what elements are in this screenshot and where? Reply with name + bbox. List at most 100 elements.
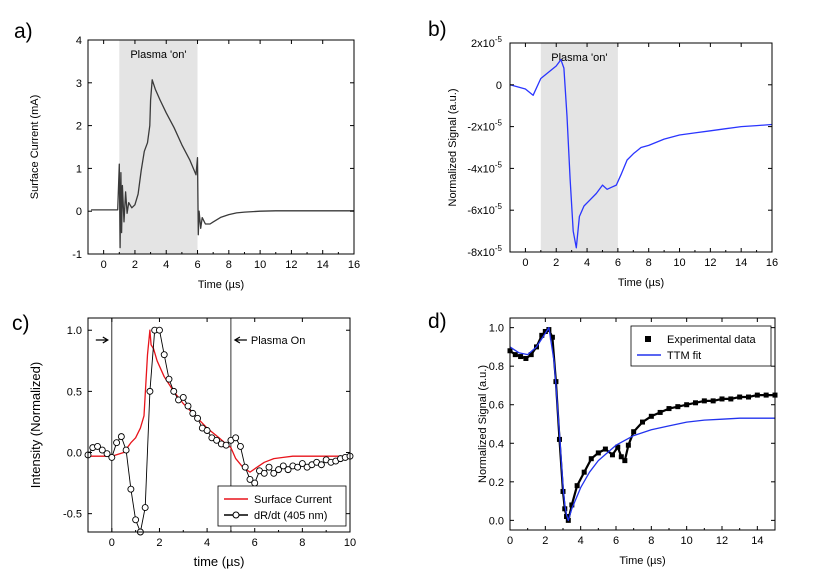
x-tick-label: 4 — [163, 259, 169, 271]
x-tick-label: 0 — [507, 535, 513, 547]
x-tick-label: 0 — [101, 259, 107, 271]
data-point — [523, 355, 529, 361]
x-tick-label: 16 — [766, 257, 778, 269]
x-axis-label: Time (µs) — [198, 279, 244, 291]
data-point — [179, 394, 187, 401]
y-tick-label: 0.2 — [489, 477, 504, 489]
x-axis-label: time (µs) — [194, 554, 245, 569]
data-point — [625, 442, 631, 448]
y-tick-label: 2 — [76, 121, 82, 133]
data-point — [701, 398, 707, 404]
plot-frame — [509, 317, 776, 531]
x-tick-label: 8 — [648, 535, 654, 547]
data-point — [160, 351, 168, 359]
data-point — [615, 444, 621, 450]
arrow-right-icon — [95, 336, 109, 344]
y-tick-label: 0 — [76, 206, 82, 218]
x-tick-label: 2 — [553, 257, 559, 269]
data-point — [693, 400, 698, 406]
legend-entry: TTM fit — [667, 350, 701, 362]
data-point — [146, 387, 154, 395]
data-point — [595, 450, 601, 456]
x-tick-label: 6 — [252, 537, 258, 549]
data-point — [117, 433, 125, 441]
x-tick-label: 6 — [194, 259, 200, 271]
y-axis-label: Normalized Signal (a.u.) — [447, 89, 459, 207]
y-tick-label: 3 — [76, 78, 82, 90]
data-point — [710, 398, 716, 404]
y-tick-label: 0.0 — [489, 515, 504, 527]
x-tick-label: 12 — [285, 259, 297, 271]
data-point — [602, 446, 608, 452]
data-point — [294, 463, 302, 471]
y-tick-label: 0.4 — [489, 438, 504, 450]
data-point — [539, 332, 545, 338]
data-point — [542, 328, 548, 334]
y-tick-label: -1 — [72, 249, 82, 261]
series-line-a-0 — [91, 79, 354, 249]
data-point — [265, 463, 273, 471]
data-point — [284, 466, 292, 474]
data-point — [194, 414, 202, 422]
legend-marker — [232, 511, 240, 519]
legend-entry: Surface Current — [254, 494, 332, 506]
data-point — [588, 456, 594, 462]
data-point — [549, 334, 555, 340]
y-tick-label: 0.5 — [67, 386, 82, 398]
data-point — [675, 404, 681, 410]
data-point — [94, 442, 101, 450]
legend-marker — [645, 336, 651, 342]
data-point — [562, 506, 568, 512]
x-tick-label: 2 — [542, 535, 548, 547]
legend-box — [630, 325, 772, 367]
y-tick-label: 1 — [76, 163, 82, 175]
x-axis-label: Time (µs) — [618, 277, 664, 289]
x-tick-label: 4 — [584, 257, 590, 269]
x-tick-label: 0 — [522, 257, 528, 269]
data-point — [156, 326, 163, 334]
x-tick-label: 8 — [299, 537, 305, 549]
data-point — [189, 409, 197, 417]
plot-frame — [87, 39, 355, 255]
x-tick-label: 10 — [681, 535, 693, 547]
legend: Experimental data TTM fit — [630, 325, 772, 367]
data-point — [127, 485, 135, 493]
panel-label: a) — [14, 20, 33, 43]
legend-entry: dR/dt (405 nm) — [254, 510, 327, 522]
legend: Surface Current dR/dt (405 nm) — [217, 485, 347, 527]
data-point — [165, 375, 173, 383]
y-tick-label: 2x10-5 — [471, 35, 503, 50]
data-point — [581, 469, 587, 475]
data-point — [98, 446, 106, 454]
plasma-on-annotation: Plasma On — [251, 335, 305, 347]
data-point — [657, 409, 663, 415]
data-point — [609, 452, 615, 458]
plasma-on-region — [119, 40, 198, 254]
data-point — [141, 504, 149, 511]
chart-panel-c: c) Plasma On 0 2 4 6 8 10 -0.5 0.0 0.5 1.0 time (µs)… — [12, 312, 356, 569]
data-point — [754, 392, 760, 398]
y-tick-label: -2x10-5 — [467, 119, 502, 134]
x-tick-label: 4 — [204, 537, 210, 549]
data-point — [251, 479, 259, 487]
y-tick-label: 1.0 — [67, 325, 82, 337]
x-tick-label: 14 — [735, 257, 747, 269]
y-tick-label: -6x10-5 — [467, 202, 502, 217]
arrow-left-icon — [233, 336, 247, 344]
y-tick-label: 4 — [76, 35, 82, 47]
data-point — [618, 454, 624, 460]
plot-frame — [509, 42, 773, 253]
panel-label: d) — [428, 310, 447, 333]
x-tick-label: 10 — [344, 537, 356, 549]
x-tick-label: 12 — [704, 257, 716, 269]
data-point — [569, 502, 575, 508]
data-point — [113, 439, 121, 447]
data-point — [132, 516, 140, 524]
x-tick-label: 6 — [615, 257, 621, 269]
series-line-d-1 — [509, 326, 775, 522]
data-point — [648, 413, 654, 419]
x-tick-label: 6 — [613, 535, 619, 547]
chart-panel-b: b) Plasma 'on' 0 2 4 6 8 10 12 14 16 2x10-5 0 -2x10-5… — [428, 18, 778, 289]
